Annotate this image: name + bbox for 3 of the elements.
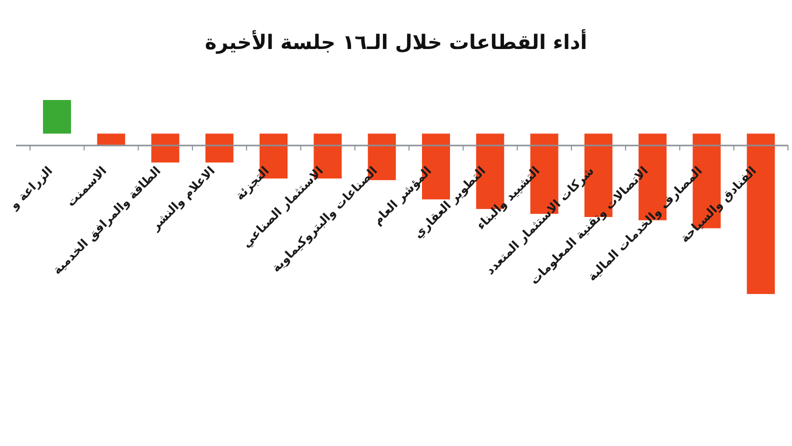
x-tick-label: الزراعة و bbox=[6, 164, 56, 213]
x-tick-label: التجزئة bbox=[232, 164, 272, 203]
chart-title: أداء القطاعات خلال الـ١٦ جلسة الأخيرة bbox=[204, 30, 588, 54]
